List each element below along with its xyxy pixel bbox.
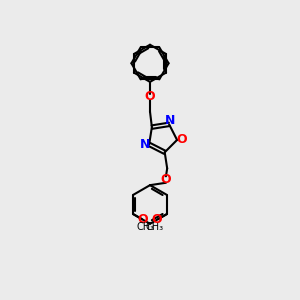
- Text: O: O: [176, 134, 187, 146]
- Text: CH₃: CH₃: [146, 221, 164, 232]
- Text: O: O: [152, 213, 162, 226]
- Text: N: N: [164, 114, 175, 127]
- Text: CH₃: CH₃: [136, 221, 154, 232]
- Text: O: O: [160, 173, 171, 186]
- Text: O: O: [138, 213, 148, 226]
- Text: N: N: [140, 138, 150, 151]
- Text: O: O: [145, 90, 155, 103]
